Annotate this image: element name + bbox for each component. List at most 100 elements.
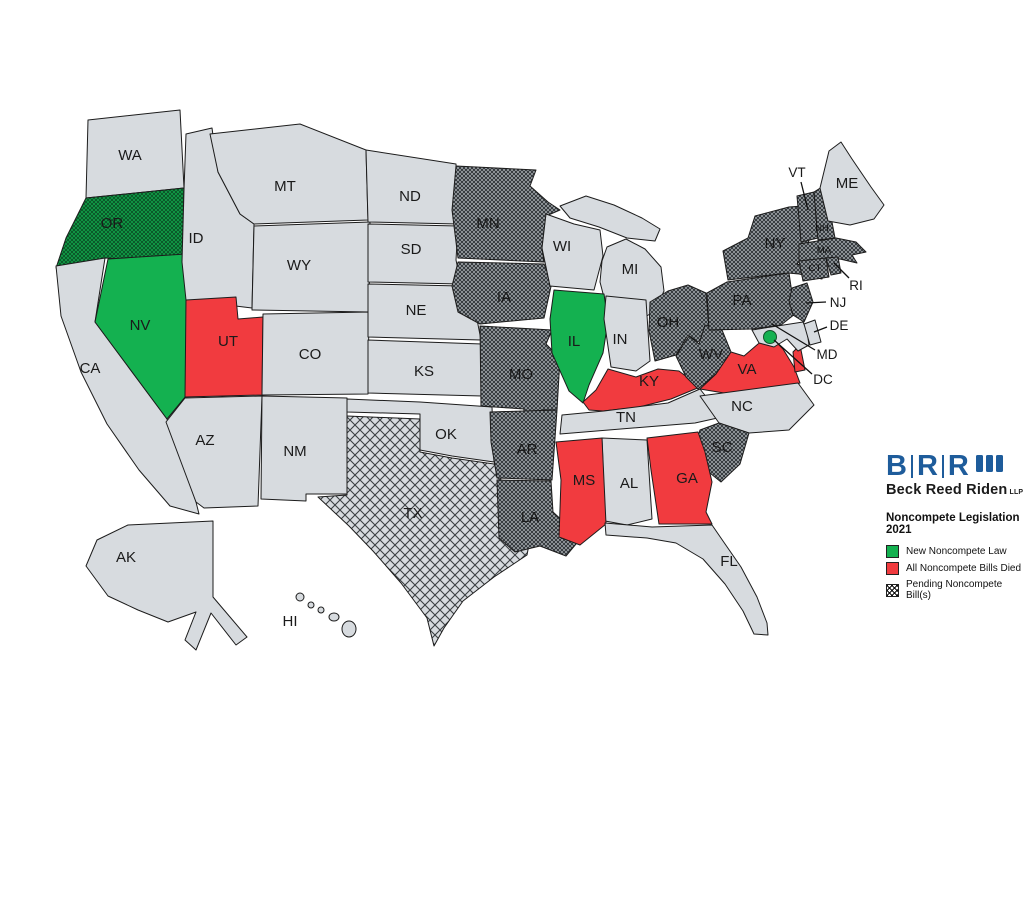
state-mi-upper <box>559 195 661 242</box>
state-label-il: IL <box>568 333 581 350</box>
state-label-wv: WV <box>699 346 723 363</box>
state-label-ms: MS <box>573 472 596 489</box>
state-label-al: AL <box>620 475 638 492</box>
logo-separator <box>910 455 913 478</box>
legend-swatch-new-law <box>886 545 899 558</box>
callout-label-dc: DC <box>813 372 833 387</box>
state-label-ne: NE <box>406 302 427 319</box>
callout-label-de: DE <box>830 318 849 333</box>
callout-line-vt <box>800 181 809 211</box>
state-label-or: OR <box>101 215 124 232</box>
state-label-az: AZ <box>195 432 214 449</box>
legend-item-pending: Pending Noncompete Bill(s) <box>886 579 1024 601</box>
callout-line-ri <box>833 262 850 279</box>
states-layer <box>55 109 885 651</box>
logo-letter-r1: R <box>916 450 938 482</box>
state-hi-island <box>295 592 305 602</box>
callout-label-vt: VT <box>788 165 805 180</box>
state-tx <box>317 415 534 647</box>
state-mt <box>209 123 369 225</box>
state-label-ak: AK <box>116 549 136 566</box>
state-label-co: CO <box>299 346 322 363</box>
state-label-fl: FL <box>720 553 738 570</box>
state-label-nc: NC <box>731 398 753 415</box>
legend-label-pending: Pending Noncompete Bill(s) <box>906 579 1003 601</box>
state-hi-island <box>341 620 357 638</box>
state-label-tn: TN <box>616 409 636 426</box>
legend-swatch-pending <box>886 583 899 597</box>
legend-swatch-bills-died <box>886 562 899 575</box>
logo-letter-r2: R <box>947 450 969 482</box>
state-label-hi: HI <box>283 613 298 630</box>
state-label-ca: CA <box>80 360 101 377</box>
callouts-layer: VT RI NJ DE MD DC <box>771 165 863 387</box>
state-label-sc: SC <box>712 439 733 456</box>
callout-label-md: MD <box>817 347 838 362</box>
state-de <box>803 319 822 346</box>
state-label-in: IN <box>613 331 628 348</box>
dc-marker-dot <box>763 330 777 344</box>
state-ms <box>555 437 607 546</box>
state-label-nv: NV <box>130 317 151 334</box>
state-ri <box>825 256 842 276</box>
state-nm <box>260 395 348 502</box>
callout-label-ri: RI <box>849 278 863 293</box>
state-label-ia: IA <box>497 289 511 306</box>
state-oh <box>648 284 710 362</box>
state-hi-island <box>328 612 340 622</box>
state-ca <box>55 257 200 515</box>
state-ak <box>85 520 248 651</box>
state-wv <box>675 324 732 390</box>
firm-name: Beck Reed Riden LLP <box>886 482 1024 498</box>
state-hi-island <box>317 606 325 614</box>
logo-letter-b: B <box>886 450 907 482</box>
callout-label-nj: NJ <box>830 295 847 310</box>
callout-line-dc <box>773 339 813 375</box>
state-ga <box>646 431 713 525</box>
state-nd <box>365 149 459 225</box>
state-label-ct: CT <box>809 263 822 274</box>
state-label-nh: NH <box>815 223 829 234</box>
legend-item-new-law: New Noncompete Law <box>886 545 1024 558</box>
state-ar <box>489 409 558 481</box>
state-label-ny: NY <box>765 235 786 252</box>
state-label-ar: AR <box>517 441 538 458</box>
firm-name-text: Beck Reed Riden <box>886 482 1008 498</box>
state-ia <box>451 261 553 325</box>
state-label-wy: WY <box>287 257 311 274</box>
state-me <box>819 141 885 226</box>
state-label-sd: SD <box>401 241 422 258</box>
logo-separator <box>941 455 944 478</box>
callout-line-nj <box>805 301 827 304</box>
state-label-ga: GA <box>676 470 698 487</box>
firm-suffix: LLP <box>1009 489 1024 496</box>
state-co <box>261 311 370 396</box>
state-label-mt: MT <box>274 178 296 195</box>
legend-label-bills-died: All Noncompete Bills Died <box>906 563 1022 574</box>
state-hi-island <box>307 601 315 609</box>
state-label-ut: UT <box>218 333 238 350</box>
state-pa <box>706 272 796 331</box>
state-nj <box>788 282 814 323</box>
state-label-mn: MN <box>476 215 499 232</box>
state-nv <box>94 253 187 420</box>
state-wi <box>541 213 604 291</box>
logo-bars-icon <box>975 455 1003 472</box>
brr-logo: B R R <box>886 452 1024 481</box>
legend-item-bills-died: All Noncompete Bills Died <box>886 562 1024 575</box>
state-label-nd: ND <box>399 188 421 205</box>
state-label-oh: OH <box>657 314 680 331</box>
legend-label-new-law: New Noncompete Law <box>906 546 1007 557</box>
state-label-ks: KS <box>414 363 434 380</box>
state-ct <box>798 257 830 282</box>
state-label-la: LA <box>521 509 539 526</box>
callout-line-md <box>771 323 816 351</box>
state-label-tx: TX <box>403 505 422 522</box>
state-label-id: ID <box>189 230 204 247</box>
state-label-mo: MO <box>509 366 533 383</box>
state-label-wa: WA <box>118 147 142 164</box>
state-fl <box>604 522 769 636</box>
state-label-wi: WI <box>553 238 571 255</box>
